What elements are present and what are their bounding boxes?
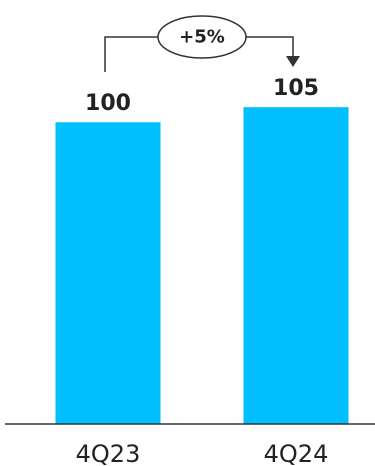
bar-4q23 xyxy=(55,122,161,425)
growth-annotation: +5% xyxy=(104,15,300,72)
x-tick-label-4q23: 4Q23 xyxy=(76,440,141,466)
x-tick-label-4q24: 4Q24 xyxy=(264,440,329,466)
bar-4q24 xyxy=(243,107,349,424)
growth-percentage-label: +5% xyxy=(179,27,225,48)
growth-arrowhead-icon xyxy=(286,56,300,67)
bars-layer xyxy=(55,107,349,425)
growth-bubble xyxy=(157,15,247,59)
value-label-4q24: 105 xyxy=(273,76,319,101)
labels-layer: 100 4Q23 105 4Q24 xyxy=(76,76,329,466)
value-label-4q23: 100 xyxy=(85,91,131,116)
